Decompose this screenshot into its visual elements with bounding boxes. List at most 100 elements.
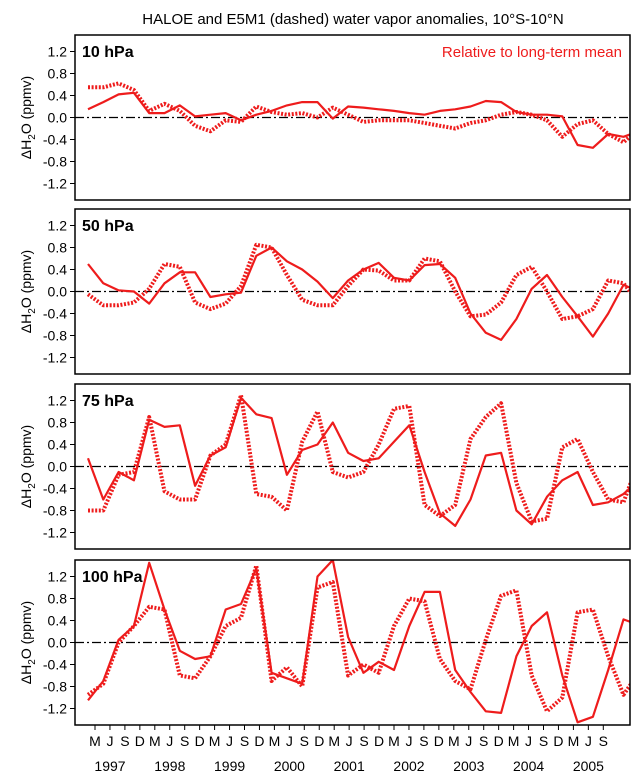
x-year-label: 2005 xyxy=(573,758,604,774)
y-tick-label: 1.2 xyxy=(48,44,68,60)
x-year-label: 2000 xyxy=(274,758,305,774)
x-month-label: D xyxy=(314,733,324,749)
x-year-label: 1999 xyxy=(214,758,245,774)
x-month-label: M xyxy=(508,733,520,749)
y-tick-label: -1.2 xyxy=(43,701,67,717)
x-year-label: 2001 xyxy=(334,758,365,774)
panel-title: 100 hPa xyxy=(82,569,143,586)
series-haloe-solid xyxy=(87,560,630,724)
x-month-label: M xyxy=(388,733,400,749)
y-tick-label: 0.8 xyxy=(48,66,68,82)
x-month-label: J xyxy=(286,733,293,749)
y-tick-label: 0.0 xyxy=(48,459,68,475)
x-month-label: D xyxy=(494,733,504,749)
y-axis-label-subscript: 2 xyxy=(27,659,38,665)
y-axis-label: ΔH2O (ppmv) xyxy=(18,601,38,684)
y-tick-label: 0.8 xyxy=(48,415,68,431)
panel-100-hpa: 1.2 0.8 0.4 0.0 -0.4 -0.8 -1.2 ΔH2O (ppmv) 100 h… xyxy=(18,559,631,726)
y-tick-label: -0.8 xyxy=(43,154,67,170)
y-tick-label: 1.2 xyxy=(48,393,68,409)
y-axis-label-prefix: ΔH xyxy=(18,665,34,684)
y-tick-label: -0.8 xyxy=(43,328,67,344)
y-tick-label: 0.4 xyxy=(48,437,68,453)
y-axis-label-prefix: ΔH xyxy=(18,140,34,159)
x-month-label: S xyxy=(479,733,488,749)
series-haloe-solid xyxy=(87,91,630,149)
x-month-label: S xyxy=(240,733,249,749)
y-axis-label: ΔH2O (ppmv) xyxy=(18,250,38,333)
x-month-label: J xyxy=(585,733,592,749)
y-tick-label: -0.8 xyxy=(43,503,67,519)
y-tick-label: 0.4 xyxy=(48,613,68,629)
y-tick-label: 1.2 xyxy=(48,218,68,234)
y-axis-label-suffix: O (ppmv) xyxy=(18,76,34,134)
x-month-label: M xyxy=(149,733,161,749)
x-month-label: D xyxy=(434,733,444,749)
y-tick-label: -0.4 xyxy=(43,481,67,497)
y-tick-label: 1.2 xyxy=(48,569,68,585)
series-e5m1-dashed xyxy=(86,242,630,321)
x-month-label: J xyxy=(166,733,173,749)
panel-title: 10 hPa xyxy=(82,44,134,61)
x-year-label: 1997 xyxy=(94,758,125,774)
x-month-label: S xyxy=(419,733,428,749)
x-month-label: S xyxy=(359,733,368,749)
y-axis-label-subscript: 2 xyxy=(27,483,38,489)
panel-title: 50 hPa xyxy=(82,218,134,235)
x-year-label: 2004 xyxy=(513,758,544,774)
y-axis-label-prefix: ΔH xyxy=(18,314,34,333)
y-tick-label: -1.2 xyxy=(43,525,67,541)
y-tick-label: -0.4 xyxy=(43,657,67,673)
series-e5m1-dashed xyxy=(86,563,630,714)
y-tick-label: 0.0 xyxy=(48,110,68,126)
x-month-label: S xyxy=(539,733,548,749)
x-month-label: S xyxy=(120,733,129,749)
x-month-label: D xyxy=(195,733,205,749)
figure-title: HALOE and E5M1 (dashed) water vapor anom… xyxy=(142,11,563,28)
x-month-label: M xyxy=(328,733,340,749)
x-month-label: D xyxy=(135,733,145,749)
panel-50-hpa: 1.2 0.8 0.4 0.0 -0.4 -0.8 -1.2 ΔH2O (ppmv) 50 hP… xyxy=(18,208,631,375)
y-tick-label: -1.2 xyxy=(43,350,67,366)
x-month-label: S xyxy=(599,733,608,749)
y-tick-label: 0.4 xyxy=(48,262,68,278)
x-month-label: S xyxy=(300,733,309,749)
x-month-label: J xyxy=(405,733,412,749)
x-month-label: M xyxy=(89,733,101,749)
series-e5m1-dashed xyxy=(88,81,630,145)
y-axis-label-suffix: O (ppmv) xyxy=(18,601,34,659)
x-year-label: 2002 xyxy=(393,758,424,774)
x-month-label: D xyxy=(254,733,264,749)
y-tick-label: 0.4 xyxy=(48,88,68,104)
y-axis-label-prefix: ΔH xyxy=(18,489,34,508)
x-month-label: J xyxy=(525,733,532,749)
x-month-label: M xyxy=(209,733,221,749)
x-month-label: D xyxy=(553,733,563,749)
y-axis-label-subscript: 2 xyxy=(27,134,38,140)
x-year-label: 2003 xyxy=(453,758,484,774)
y-axis-label-subscript: 2 xyxy=(27,308,38,314)
y-tick-label: 0.0 xyxy=(48,284,68,300)
series-haloe-solid xyxy=(86,396,630,528)
annotation-relative-mean: Relative to long-term mean xyxy=(442,44,622,61)
series-haloe-solid xyxy=(87,246,630,341)
y-axis-label: ΔH2O (ppmv) xyxy=(18,76,38,159)
x-month-label: J xyxy=(346,733,353,749)
y-tick-label: -0.4 xyxy=(43,132,67,148)
y-axis-label: ΔH2O (ppmv) xyxy=(18,425,38,508)
y-axis-label-suffix: O (ppmv) xyxy=(18,250,34,308)
x-month-label: M xyxy=(568,733,580,749)
y-tick-label: -1.2 xyxy=(43,176,67,192)
y-tick-label: 0.8 xyxy=(48,240,68,256)
x-month-label: S xyxy=(180,733,189,749)
x-month-label: J xyxy=(465,733,472,749)
y-axis-label-suffix: O (ppmv) xyxy=(18,425,34,483)
panel-10-hpa: 1.2 0.8 0.4 0.0 -0.4 -0.8 -1.2 ΔH2O (ppmv) 10 hP… xyxy=(18,34,631,201)
x-month-label: J xyxy=(106,733,113,749)
series-e5m1-dashed xyxy=(88,393,630,524)
y-tick-label: 0.0 xyxy=(48,635,68,651)
y-tick-label: 0.8 xyxy=(48,591,68,607)
